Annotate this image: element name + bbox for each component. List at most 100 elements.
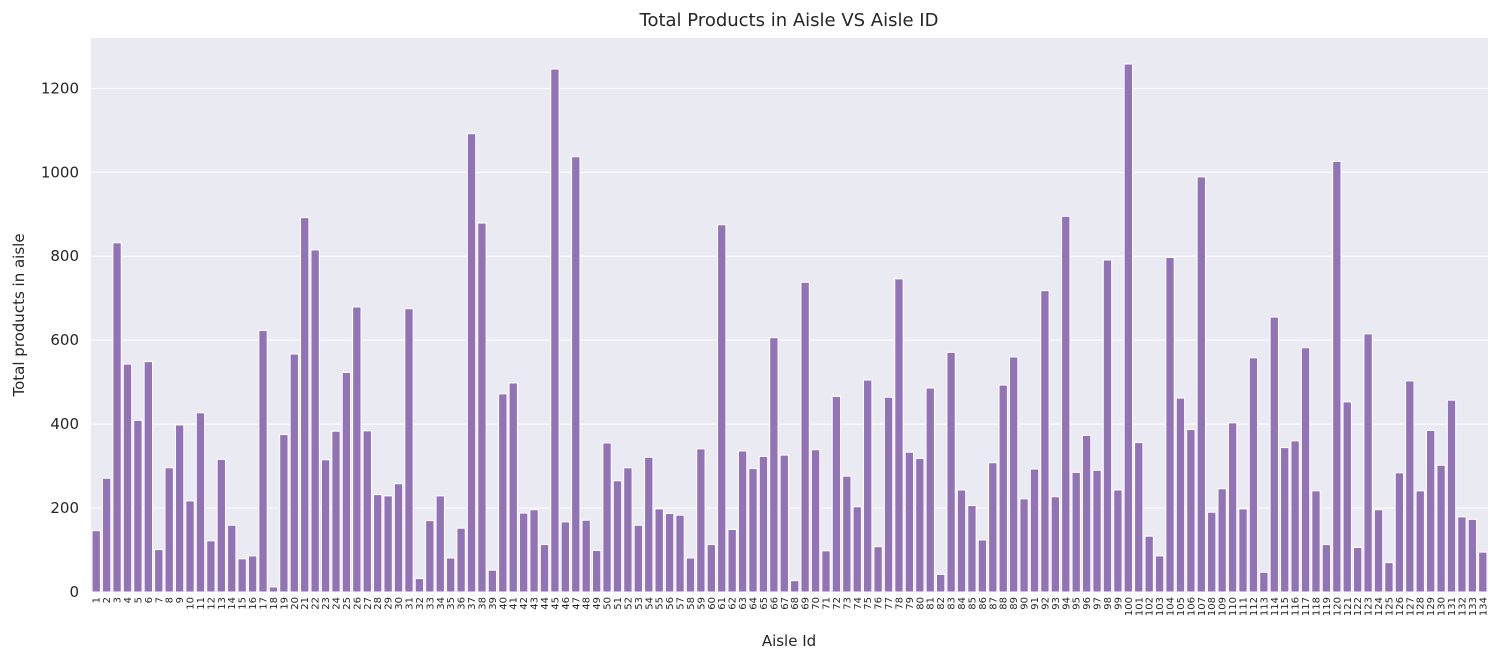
bar [550, 68, 560, 593]
bar [216, 458, 226, 593]
bar [435, 495, 445, 593]
bar [185, 500, 195, 593]
x-tick-label: 111 [1239, 597, 1250, 616]
bar [456, 527, 466, 593]
x-tick-label: 122 [1353, 597, 1364, 616]
bar [706, 544, 716, 593]
bar [1311, 490, 1321, 593]
x-tick-label: 80 [915, 597, 926, 610]
x-tick-label: 69 [801, 597, 812, 610]
x-tick-label: 32 [415, 597, 426, 610]
x-tick-label: 62 [728, 597, 739, 610]
bar [393, 483, 404, 593]
bar [1029, 468, 1040, 593]
x-tick-label: 36 [457, 597, 468, 610]
x-tick-label: 76 [874, 597, 885, 610]
bar [800, 281, 810, 593]
y-tick-label: 800 [50, 247, 79, 265]
x-tick-label: 84 [957, 597, 968, 610]
bar [174, 424, 185, 593]
x-tick-label: 98 [1103, 597, 1114, 610]
bar [737, 450, 748, 593]
x-tick-label: 11 [196, 597, 207, 610]
bar [164, 467, 174, 593]
bar [1300, 347, 1311, 593]
bar [258, 330, 268, 593]
x-tick-label: 15 [238, 597, 249, 610]
bar [1019, 498, 1029, 593]
x-tick-label: 33 [425, 597, 436, 610]
bar [769, 337, 779, 593]
bars [91, 63, 1488, 593]
bar [633, 524, 644, 593]
bar [1280, 447, 1290, 593]
x-tick-label: 94 [1061, 597, 1072, 610]
bar [1207, 511, 1217, 593]
x-tick-label: 90 [1020, 597, 1031, 610]
bar [571, 156, 581, 593]
x-tick-label: 92 [1040, 597, 1051, 610]
bar [925, 387, 935, 593]
x-tick-label: 88 [999, 597, 1010, 610]
bar [112, 242, 122, 593]
bar [852, 506, 862, 593]
x-tick-label: 26 [352, 597, 363, 610]
bar [477, 222, 487, 593]
bar [1123, 63, 1133, 593]
bar [539, 544, 550, 593]
bar [331, 430, 341, 593]
bar [143, 361, 154, 593]
x-tick-label: 35 [446, 597, 457, 610]
bar [967, 505, 977, 593]
x-tick-label: 63 [738, 597, 749, 610]
x-tick-label: 107 [1197, 597, 1208, 616]
x-tick-label: 96 [1082, 597, 1093, 610]
x-tick-label: 27 [363, 597, 374, 610]
bar [685, 557, 696, 593]
bar [904, 451, 915, 593]
bar [612, 480, 623, 593]
x-tick-label: 74 [853, 597, 864, 610]
x-tick-label: 39 [488, 597, 499, 610]
bar [654, 508, 664, 593]
x-tick-label: 100 [1124, 597, 1135, 616]
bar [998, 384, 1008, 593]
bar [1050, 496, 1061, 593]
bar [810, 449, 821, 593]
bar [1363, 333, 1373, 593]
x-tick-label: 126 [1395, 597, 1406, 616]
x-tick-label: 60 [707, 597, 718, 610]
bar [425, 520, 435, 593]
bar [664, 513, 675, 593]
bar [122, 363, 133, 593]
x-tick-label: 128 [1416, 597, 1427, 616]
x-tick-label: 131 [1447, 597, 1458, 616]
bar [195, 412, 206, 593]
x-tick-label: 16 [248, 597, 259, 610]
bar [915, 458, 925, 593]
bar [279, 434, 289, 593]
bar [1425, 429, 1436, 593]
x-tick-label: 110 [1228, 597, 1239, 616]
x-tick-label: 40 [498, 597, 509, 610]
bar [748, 468, 758, 593]
x-tick-label: 14 [227, 597, 238, 610]
x-tick-label: 123 [1364, 597, 1375, 616]
x-tick-label: 72 [832, 597, 843, 610]
bar [894, 278, 904, 593]
x-tick-label: 9 [175, 597, 186, 603]
x-tick-label: 70 [811, 597, 822, 610]
bar [101, 477, 112, 593]
bar [446, 557, 456, 593]
x-tick-label: 83 [947, 597, 958, 610]
x-tick-label: 22 [311, 597, 322, 610]
bar [206, 540, 216, 593]
x-tick-label: 79 [905, 597, 916, 610]
bar [133, 419, 143, 593]
y-tick-label: 600 [50, 331, 79, 349]
bar [863, 379, 873, 593]
x-tick-label: 67 [780, 597, 791, 610]
x-tick-label: 124 [1374, 597, 1385, 616]
bar [300, 217, 310, 593]
x-tick-label: 101 [1134, 597, 1145, 616]
